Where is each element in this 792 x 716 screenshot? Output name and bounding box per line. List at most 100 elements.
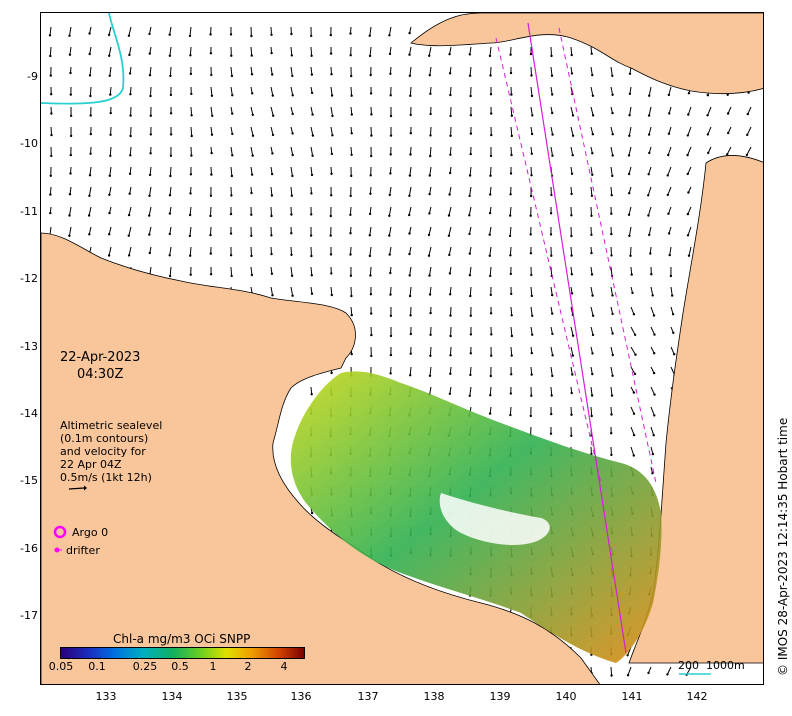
velocity-arrow <box>530 86 533 96</box>
velocity-arrow-head <box>189 192 192 195</box>
velocity-arrow-head <box>449 334 452 338</box>
velocity-arrow <box>469 66 472 76</box>
velocity-arrow <box>128 246 132 256</box>
velocity-arrow <box>428 226 432 236</box>
velocity-arrow-head <box>633 333 637 336</box>
velocity-arrow <box>590 106 594 116</box>
velocity-arrow-head <box>448 72 452 75</box>
velocity-arrow-head <box>428 174 431 177</box>
velocity-arrow-head <box>530 273 533 277</box>
velocity-arrow-head <box>489 394 492 397</box>
velocity-arrow-head <box>449 114 452 118</box>
velocity-arrow <box>630 326 636 336</box>
land-arnhem <box>41 232 601 684</box>
scale-label-200: 200 <box>678 659 699 672</box>
velocity-arrow-head <box>87 214 91 217</box>
velocity-arrow <box>570 246 573 256</box>
velocity-arrow <box>570 106 574 116</box>
velocity-arrow <box>88 206 92 216</box>
velocity-arrow-head <box>210 73 213 77</box>
velocity-arrow <box>169 26 172 35</box>
velocity-arrow-head <box>210 94 214 98</box>
velocity-arrow <box>610 386 613 396</box>
velocity-arrow <box>428 246 432 256</box>
velocity-arrow-head <box>311 154 314 157</box>
velocity-arrow-head <box>291 132 294 135</box>
map-panel <box>40 12 764 685</box>
velocity-arrow <box>388 206 392 216</box>
velocity-arrow-head <box>48 34 52 37</box>
velocity-arrow-head <box>570 273 573 276</box>
velocity-arrow-head <box>469 294 472 298</box>
velocity-arrow-head <box>349 232 352 235</box>
velocity-arrow-head <box>168 194 172 197</box>
velocity-arrow-head <box>408 31 411 35</box>
velocity-arrow-head <box>651 452 655 456</box>
velocity-arrow-head <box>368 212 372 216</box>
velocity-arrow-head <box>250 213 253 216</box>
velocity-arrow <box>650 286 654 296</box>
velocity-arrow <box>530 366 533 375</box>
velocity-arrow <box>610 86 614 95</box>
velocity-arrow <box>429 146 432 157</box>
velocity-arrow-head <box>168 232 171 236</box>
velocity-arrow-head <box>89 132 92 136</box>
velocity-arrow-head <box>647 214 650 217</box>
velocity-arrow-head <box>49 211 52 215</box>
velocity-arrow-head <box>189 173 193 176</box>
velocity-arrow <box>169 246 172 256</box>
velocity-arrow-head <box>49 54 52 58</box>
velocity-arrow <box>450 346 452 356</box>
velocity-arrow-head <box>270 51 273 55</box>
velocity-arrow <box>369 266 372 276</box>
velocity-arrow-head <box>550 193 553 197</box>
velocity-arrow-head <box>570 172 574 175</box>
velocity-arrow-head <box>209 52 213 55</box>
velocity-arrow <box>89 66 92 76</box>
velocity-arrow-head <box>469 132 473 135</box>
velocity-arrow <box>448 206 452 216</box>
velocity-arrow-head <box>686 234 690 237</box>
velocity-arrow <box>667 146 672 156</box>
velocity-arrow <box>230 166 233 177</box>
velocity-arrow-head <box>190 154 193 157</box>
velocity-arrow <box>469 166 472 176</box>
drifter-marker-icon <box>54 547 62 553</box>
velocity-arrow-head <box>650 273 653 276</box>
velocity-arrow-head <box>389 334 393 338</box>
velocity-arrow <box>230 146 233 156</box>
velocity-arrow <box>128 46 132 55</box>
velocity-arrow-head <box>370 354 373 358</box>
velocity-arrow-head <box>649 252 652 255</box>
velocity-arrow-head <box>389 172 392 175</box>
velocity-arrow-head <box>168 212 172 215</box>
velocity-arrow-head <box>229 254 233 257</box>
velocity-arrow <box>628 146 632 156</box>
velocity-arrow-head <box>488 211 492 215</box>
velocity-arrow <box>109 146 112 156</box>
velocity-arrow-head <box>108 211 111 215</box>
velocity-arrow-head <box>291 112 294 116</box>
velocity-arrow-head <box>489 274 492 278</box>
velocity-arrow-head <box>448 253 451 257</box>
velocity-arrow-head <box>652 371 656 375</box>
velocity-arrow-head <box>329 253 333 256</box>
velocity-arrow-head <box>468 274 472 277</box>
velocity-arrow-head <box>666 174 669 177</box>
velocity-arrow-head <box>590 52 593 55</box>
velocity-arrow <box>510 146 512 156</box>
velocity-arrow-head <box>169 74 172 78</box>
velocity-arrow-head <box>509 71 513 75</box>
velocity-arrow <box>50 126 52 136</box>
velocity-arrow-head <box>370 333 373 337</box>
velocity-arrow-head <box>330 94 334 97</box>
map-canvas <box>41 13 763 684</box>
velocity-arrow-head <box>449 372 452 375</box>
velocity-arrow-head <box>388 253 391 256</box>
velocity-arrow-head <box>510 93 513 96</box>
velocity-arrow <box>250 46 253 56</box>
velocity-arrow-head <box>370 134 373 137</box>
velocity-arrow-head <box>489 193 492 196</box>
velocity-arrow <box>369 226 372 236</box>
velocity-arrow-head <box>666 193 669 197</box>
